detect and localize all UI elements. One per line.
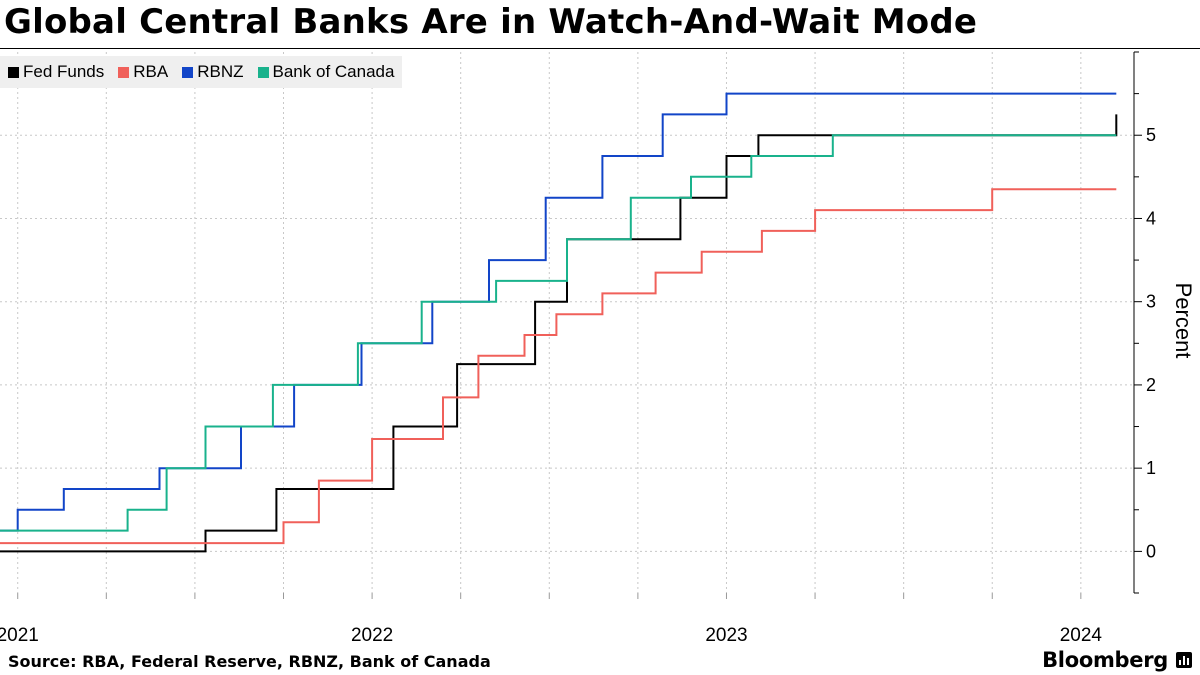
y-tick-label: 1 xyxy=(1146,458,1156,478)
legend-label: Fed Funds xyxy=(23,62,105,81)
x-tick-label: 2022 xyxy=(351,625,393,646)
chart-title: Global Central Banks Are in Watch-And-Wa… xyxy=(4,2,978,42)
x-tick-label: 2023 xyxy=(705,625,747,646)
bloomberg-logo: Bloomberg xyxy=(1042,648,1168,672)
legend-item: RBNZ xyxy=(182,62,244,82)
legend-label: Bank of Canada xyxy=(272,62,395,81)
x-tick-label: 2021 xyxy=(0,625,39,646)
legend-swatch xyxy=(118,66,130,78)
y-tick-label: 5 xyxy=(1146,125,1156,145)
series-line-bank-of-canada xyxy=(0,134,1117,532)
y-tick-label: 2 xyxy=(1146,375,1156,395)
legend-label: RBNZ xyxy=(197,62,244,81)
bloomberg-terminal-icon xyxy=(1176,652,1192,668)
legend-label: RBA xyxy=(133,62,169,81)
chart-legend: Fed Funds RBA RBNZ Bank of Canada xyxy=(0,56,403,88)
x-tick-label: 2024 xyxy=(1060,625,1103,646)
series-line-rba xyxy=(0,188,1117,545)
y-tick-label: 4 xyxy=(1146,208,1156,228)
legend-item: Bank of Canada xyxy=(257,62,395,82)
y-tick-label: 0 xyxy=(1146,541,1156,561)
series-line-fed-funds xyxy=(0,114,1118,553)
legend-item: RBA xyxy=(118,62,168,82)
y-tick-label: 3 xyxy=(1146,292,1156,312)
legend-swatch xyxy=(182,66,194,78)
y-axis-title: Percent xyxy=(1171,283,1196,359)
legend-item: Fed Funds xyxy=(8,62,104,82)
legend-swatch xyxy=(8,66,19,78)
source-note: Source: RBA, Federal Reserve, RBNZ, Bank… xyxy=(8,652,491,671)
legend-swatch xyxy=(257,66,269,78)
title-rule xyxy=(0,48,1200,49)
series-line-rbnz xyxy=(0,92,1117,532)
